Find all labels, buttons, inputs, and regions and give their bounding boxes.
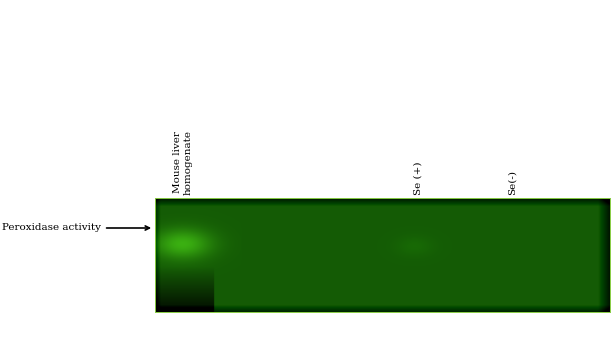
Text: Peroxidase activity: Peroxidase activity (2, 223, 149, 233)
Text: Mouse liver
homogenate: Mouse liver homogenate (173, 130, 193, 195)
Text: Se(-): Se(-) (508, 170, 516, 195)
Text: Se (+): Se (+) (413, 161, 422, 195)
